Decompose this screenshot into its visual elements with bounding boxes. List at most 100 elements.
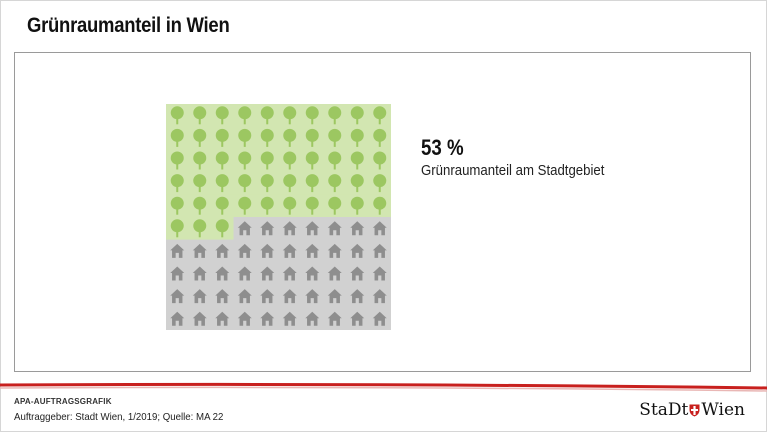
tree-icon <box>328 128 342 147</box>
tree-icon <box>170 106 184 125</box>
tree-icon <box>260 128 274 147</box>
house-icon <box>215 289 230 304</box>
house-icon <box>350 266 365 281</box>
tree-icon <box>193 219 207 238</box>
logo-text-left: StaDt <box>639 400 689 420</box>
waffle-chart <box>166 104 391 330</box>
waffle-cells <box>166 104 391 330</box>
source-note: Auftraggeber: Stadt Wien, 1/2019; Quelle… <box>14 411 224 423</box>
tree-icon <box>170 174 184 193</box>
tree-icon <box>283 106 297 125</box>
tree-icon <box>283 151 297 170</box>
shield-icon <box>689 404 700 416</box>
stadt-wien-logo: StaDt Wien <box>639 400 745 420</box>
house-icon <box>192 243 207 258</box>
house-icon <box>282 266 297 281</box>
tree-icon <box>193 196 207 215</box>
tree-icon <box>215 151 229 170</box>
house-icon <box>237 221 252 236</box>
tree-icon <box>170 219 184 238</box>
tree-icon <box>305 128 319 147</box>
tree-icon <box>305 174 319 193</box>
house-icon <box>192 266 207 281</box>
tree-icon <box>215 219 229 238</box>
chart-title: Grünraumanteil in Wien <box>27 14 230 37</box>
tree-icon <box>193 151 207 170</box>
big-number-label: Grünraumanteil am Stadtgebiet <box>421 162 605 179</box>
tree-icon <box>238 106 252 125</box>
tree-icon <box>238 196 252 215</box>
house-icon <box>170 311 185 326</box>
tree-icon <box>328 106 342 125</box>
tree-icon <box>215 128 229 147</box>
tree-icon <box>350 128 364 147</box>
big-number: 53 % <box>421 135 464 160</box>
tree-icon <box>328 151 342 170</box>
tree-icon <box>260 151 274 170</box>
tree-icon <box>305 106 319 125</box>
tree-icon <box>305 196 319 215</box>
tree-icon <box>305 151 319 170</box>
house-icon <box>282 289 297 304</box>
house-icon <box>170 266 185 281</box>
house-icon <box>327 221 342 236</box>
tree-icon <box>373 128 387 147</box>
house-icon <box>372 243 387 258</box>
tree-icon <box>350 174 364 193</box>
tree-icon <box>215 174 229 193</box>
house-icon <box>237 311 252 326</box>
tree-icon <box>328 174 342 193</box>
house-icon <box>260 266 275 281</box>
house-icon <box>350 311 365 326</box>
house-icon <box>327 289 342 304</box>
house-icon <box>260 243 275 258</box>
house-icon <box>260 311 275 326</box>
tree-icon <box>238 151 252 170</box>
house-icon <box>305 243 320 258</box>
house-icon <box>260 289 275 304</box>
house-icon <box>372 311 387 326</box>
house-icon <box>282 311 297 326</box>
tree-icon <box>260 174 274 193</box>
house-icon <box>350 289 365 304</box>
tree-icon <box>260 196 274 215</box>
tree-icon <box>193 128 207 147</box>
logo-text-right: Wien <box>701 400 745 420</box>
tree-icon <box>170 196 184 215</box>
house-icon <box>305 221 320 236</box>
tree-icon <box>170 128 184 147</box>
house-icon <box>372 221 387 236</box>
tree-icon <box>238 128 252 147</box>
house-icon <box>237 243 252 258</box>
house-icon <box>305 311 320 326</box>
agency-label: APA-AUFTRAGSGRAFIK <box>14 397 112 406</box>
house-icon <box>372 266 387 281</box>
tree-icon <box>193 174 207 193</box>
tree-icon <box>283 174 297 193</box>
tree-icon <box>350 151 364 170</box>
house-icon <box>305 289 320 304</box>
tree-icon <box>238 174 252 193</box>
tree-icon <box>170 151 184 170</box>
house-icon <box>260 221 275 236</box>
house-icon <box>327 266 342 281</box>
house-icon <box>237 289 252 304</box>
tree-icon <box>193 106 207 125</box>
house-icon <box>305 266 320 281</box>
house-icon <box>350 221 365 236</box>
house-icon <box>192 289 207 304</box>
tree-icon <box>260 106 274 125</box>
tree-icon <box>215 106 229 125</box>
tree-icon <box>283 128 297 147</box>
tree-icon <box>283 196 297 215</box>
house-icon <box>215 243 230 258</box>
tree-icon <box>215 196 229 215</box>
footer-divider <box>0 382 767 392</box>
tree-icon <box>373 151 387 170</box>
house-icon <box>327 243 342 258</box>
tree-icon <box>373 196 387 215</box>
tree-icon <box>328 196 342 215</box>
house-icon <box>170 243 185 258</box>
house-icon <box>170 289 185 304</box>
house-icon <box>350 243 365 258</box>
